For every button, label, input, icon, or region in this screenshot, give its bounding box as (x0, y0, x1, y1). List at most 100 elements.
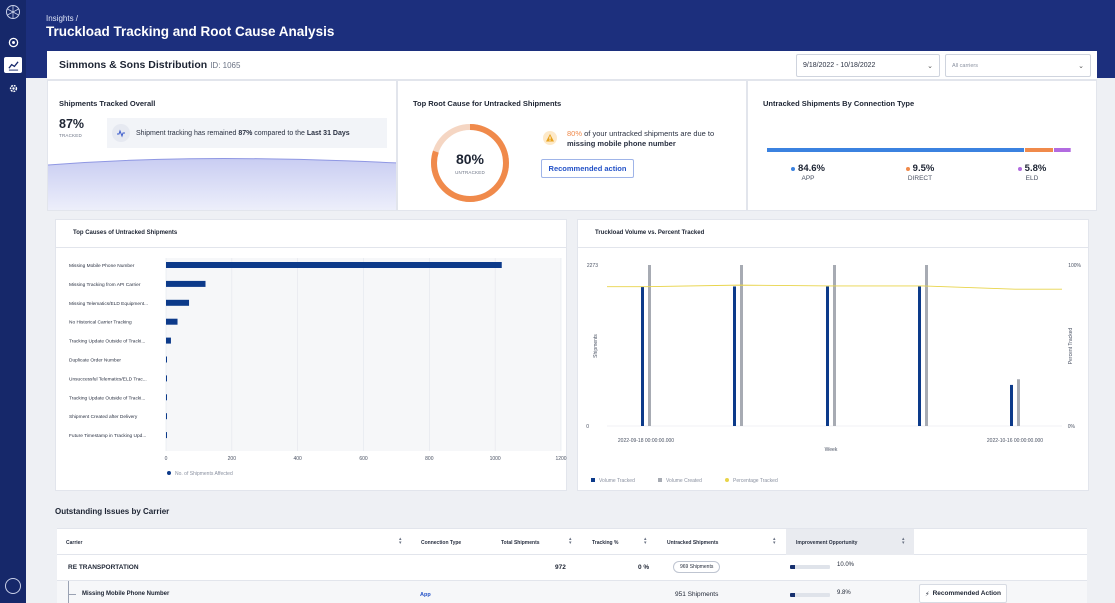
bar (166, 413, 167, 420)
volume-title: Truckload Volume vs. Percent Tracked (595, 230, 705, 236)
divider (577, 247, 1089, 248)
outstanding-title: Outstanding Issues by Carrier (55, 507, 170, 516)
date-range-value: 9/18/2022 - 10/18/2022 (803, 62, 876, 69)
tracking-percent: 0 % (638, 564, 650, 571)
bar-volume-tracked (1010, 384, 1013, 426)
opportunity-fill (790, 593, 795, 597)
info-mid: compared to the (252, 129, 307, 137)
page-title: Truckload Tracking and Root Cause Analys… (46, 24, 335, 39)
connection-value: 84.6% (798, 163, 825, 174)
bar-volume-tracked (641, 286, 644, 426)
top-causes-chart: 0 200 400 600 800 1000 1200 Missing Mobile Phon… (69, 258, 567, 477)
gauge-label: UNTRACKED (455, 170, 485, 175)
col-total[interactable]: Total Shipments (501, 540, 540, 546)
sort-icon[interactable]: ▴ ▾ (773, 536, 776, 546)
legend-dot (167, 471, 171, 475)
map-chart-icon[interactable] (4, 57, 22, 73)
opportunity-value: 10.0% (837, 562, 855, 568)
carrier-placeholder: All carriers (952, 62, 978, 69)
lightning-icon: ⚡ (925, 590, 930, 598)
bar (166, 394, 167, 401)
connection-type-card (747, 80, 1097, 211)
legend-swatch (591, 478, 595, 482)
x-tick-label: 400 (293, 456, 302, 462)
y2-tick-label: 0% (1068, 424, 1076, 430)
y-category-label: Missing Tracking from API Carrier (69, 282, 141, 288)
company-bar: Simmons & Sons Distribution ID: 1065 9/18… (47, 51, 1097, 80)
col-untracked[interactable]: Untracked Shipments (667, 540, 719, 546)
connection-segment-eld (1054, 148, 1071, 152)
table-header: Carrier ▴ ▾ Connection Type Total Shipmen… (57, 528, 1087, 555)
y-category-label: Missing Telematics/ELD Equipment... (69, 301, 148, 307)
x-tick-label: 1200 (555, 456, 566, 462)
profile-icon[interactable] (5, 578, 21, 594)
tree-line (68, 594, 76, 595)
legend-label: Percentage Tracked (733, 478, 778, 484)
table-row[interactable]: Missing Mobile Phone Number App 951 Ship… (57, 581, 1087, 603)
line-percentage-tracked (607, 284, 1062, 290)
total-shipments: 972 (555, 564, 566, 571)
chevron-down-icon: ⌄ (927, 62, 933, 70)
bar-volume-tracked (733, 286, 736, 426)
connection-badge: App (420, 592, 431, 598)
table-row[interactable]: RE TRANSPORTATION 972 0 % 969 Shipments … (57, 555, 1087, 581)
opportunity-value: 9.8% (837, 590, 851, 596)
issue-name: Missing Mobile Phone Number (82, 591, 170, 597)
breadcrumb[interactable]: Insights / (46, 14, 79, 23)
sort-icon[interactable]: ▴ ▾ (399, 536, 402, 546)
connection-type-bar (767, 148, 1071, 152)
connection-label: DIRECT (907, 175, 933, 182)
info-prefix: Shipment tracking has remained (136, 129, 239, 137)
untracked-pill[interactable]: 969 Shipments (673, 561, 721, 573)
carrier-select[interactable]: All carriers ⌄ (945, 54, 1091, 77)
row-recommended-action-button[interactable]: ⚡ Recommended Action (919, 584, 1007, 603)
col-opportunity[interactable]: Improvement Opportunity (796, 540, 858, 546)
y2-tick-label: 100% (1068, 263, 1081, 269)
info-period: Last 31 Days (306, 129, 350, 137)
y-category-label: Duplicate Order Number (69, 358, 121, 364)
logo-icon[interactable] (5, 4, 21, 20)
bar-volume-created (740, 265, 743, 426)
untracked-count: 951 Shipments (675, 591, 719, 598)
col-carrier[interactable]: Carrier (66, 540, 83, 546)
bar-volume-created (833, 265, 836, 426)
x-tick-label: 200 (228, 456, 237, 462)
legend-dot (905, 167, 910, 171)
opportunity-fill (790, 565, 795, 569)
x-tick-label: 600 (359, 456, 368, 462)
x-tick-label: 2022-10-16 00:00:00.000 (987, 438, 1043, 444)
carrier-name[interactable]: RE TRANSPORTATION (68, 564, 139, 571)
sort-icon[interactable]: ▴ ▾ (569, 536, 572, 546)
connection-item-eld: 5.8% ELD (1002, 163, 1062, 182)
y-category-label: Tracking Update Outside of Tracki... (69, 339, 145, 345)
bar (166, 299, 190, 306)
sort-icon[interactable]: ▴ ▾ (644, 536, 647, 546)
col-connection[interactable]: Connection Type (421, 540, 462, 546)
chevron-down-icon: ⌄ (1078, 62, 1084, 70)
opportunity-bar (790, 593, 830, 597)
y-category-label: Tracking Update Outside of Tracki... (69, 395, 145, 401)
company-name-text: Simmons & Sons Distribution (59, 59, 208, 71)
y-category-label: Shipment Created after Delivery (69, 414, 138, 420)
x-tick-label: 2022-09-18 00:00:00.000 (618, 438, 674, 444)
recommended-action-button[interactable]: Recommended action (541, 159, 634, 178)
bar-volume-tracked (826, 286, 829, 426)
connection-segment-direct (1025, 148, 1054, 152)
legend-label: Volume Tracked (599, 478, 635, 484)
info-value: 87% (238, 129, 253, 137)
tree-line (68, 581, 69, 603)
connection-item-app: 84.6% APP (778, 163, 838, 182)
connection-value: 5.8% (1024, 163, 1047, 174)
volume-chart: 2273 0 100% 0% Shipments Percent Tracked 2022-… (586, 263, 1081, 484)
insights-icon[interactable] (4, 34, 22, 50)
sort-icon[interactable]: ▴ ▾ (902, 536, 905, 546)
col-tracking[interactable]: Tracking % (592, 540, 619, 546)
date-range-select[interactable]: 9/18/2022 - 10/18/2022 ⌄ (796, 54, 940, 77)
bar (166, 280, 206, 287)
y-tick-label: 0 (586, 424, 589, 430)
legend-swatch (658, 478, 662, 482)
y-category-label: Unsuccessful Telematics/ELD Trac... (69, 376, 147, 382)
root-cause-percent: 80% (567, 129, 583, 138)
settings-icon[interactable] (4, 80, 22, 96)
gauge-arc (431, 124, 509, 202)
